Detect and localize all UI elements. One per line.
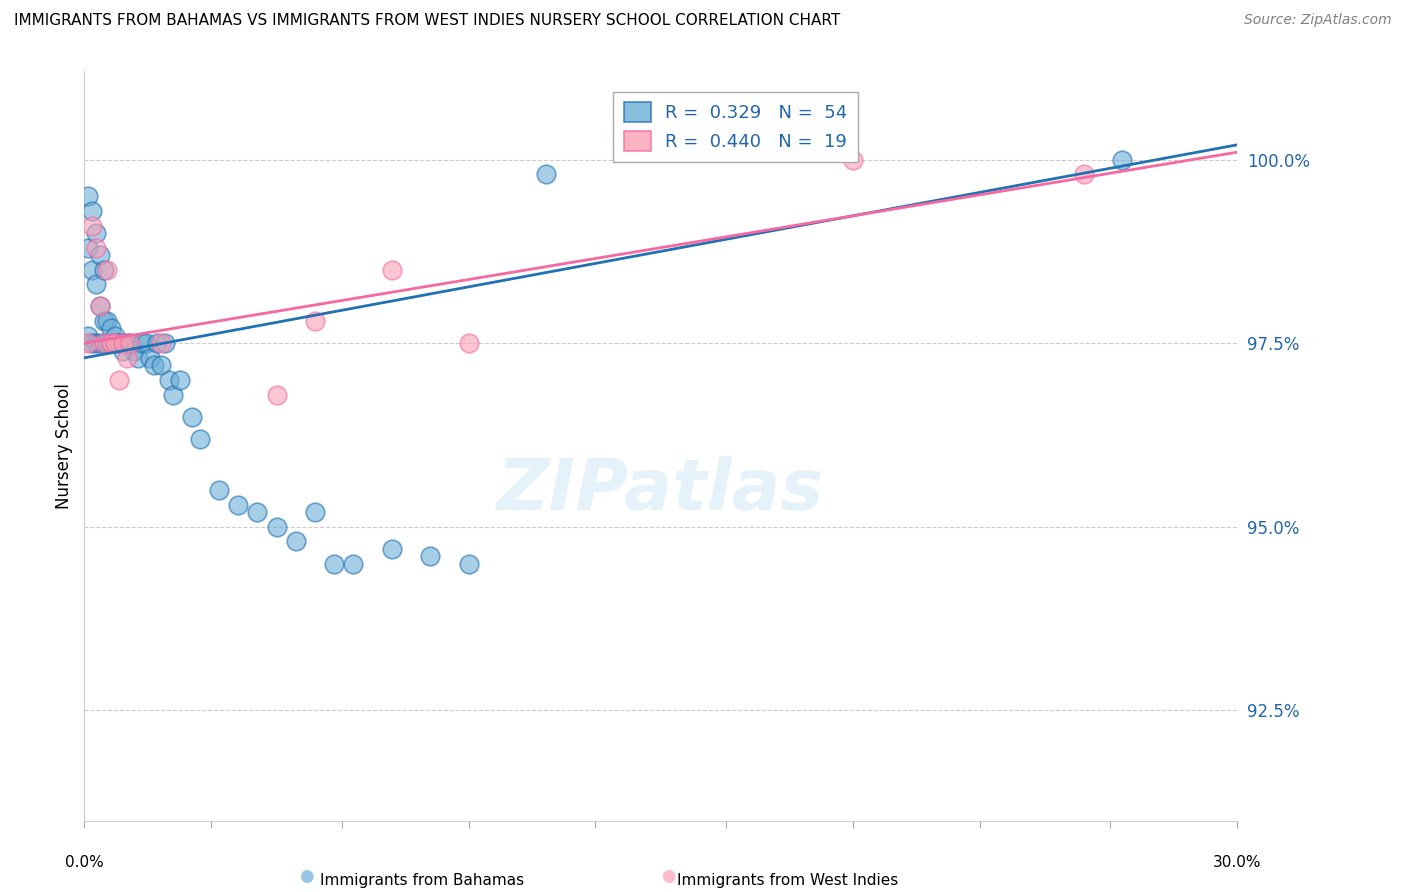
Point [131, 336, 153, 351]
Point [842, 153, 865, 167]
Point [84, 277, 107, 292]
Point [84, 241, 107, 255]
Text: Immigrants from West Indies: Immigrants from West Indies [676, 872, 898, 888]
Point [80, 219, 103, 233]
Text: IMMIGRANTS FROM BAHAMAS VS IMMIGRANTS FROM WEST INDIES NURSERY SCHOOL CORRELATIO: IMMIGRANTS FROM BAHAMAS VS IMMIGRANTS FR… [14, 13, 841, 29]
Point [77, 189, 100, 203]
Point [108, 336, 131, 351]
Point [127, 351, 149, 365]
Point [226, 498, 249, 512]
Point [104, 328, 127, 343]
Point [115, 336, 138, 351]
Point [188, 432, 211, 446]
Point [266, 520, 288, 534]
Point [89, 248, 111, 262]
Point [80, 336, 103, 351]
Point [381, 541, 404, 556]
Point [419, 549, 441, 564]
Point [1111, 153, 1133, 167]
Point [77, 241, 100, 255]
Point [138, 351, 160, 365]
Point [157, 373, 180, 387]
Point [93, 336, 115, 351]
Point [150, 336, 173, 351]
Point [323, 557, 346, 571]
Point [111, 336, 134, 351]
Point [100, 321, 122, 335]
Point [120, 336, 142, 351]
Point [93, 262, 115, 277]
Point [120, 336, 142, 351]
Point [96, 262, 118, 277]
Point [342, 557, 364, 571]
Point [89, 300, 111, 314]
Text: ZIPatlas: ZIPatlas [498, 457, 824, 525]
Point [108, 373, 131, 387]
Point [100, 336, 122, 351]
Point [534, 167, 557, 181]
Point [146, 336, 169, 351]
Point [142, 358, 165, 372]
Point [1073, 167, 1095, 181]
Text: Source: ZipAtlas.com: Source: ZipAtlas.com [1244, 13, 1392, 28]
Point [284, 534, 307, 549]
Point [457, 557, 479, 571]
Point [457, 336, 479, 351]
Text: ●: ● [299, 867, 314, 885]
Point [84, 336, 107, 351]
Point [115, 351, 138, 365]
Point [208, 483, 231, 497]
Point [304, 314, 326, 328]
Point [100, 336, 122, 351]
Point [80, 203, 103, 218]
Text: Immigrants from Bahamas: Immigrants from Bahamas [319, 872, 524, 888]
Text: 0.0%: 0.0% [65, 855, 104, 871]
Point [77, 336, 100, 351]
Point [84, 226, 107, 240]
Text: ●: ● [661, 867, 675, 885]
Point [77, 328, 100, 343]
Point [169, 373, 191, 387]
Point [304, 505, 326, 519]
Point [96, 336, 118, 351]
Point [108, 336, 131, 351]
Point [162, 387, 184, 401]
Point [181, 409, 204, 424]
Point [96, 314, 118, 328]
Point [93, 336, 115, 351]
Point [150, 358, 173, 372]
Point [111, 343, 134, 358]
Text: 30.0%: 30.0% [1213, 855, 1261, 871]
Legend: R =  0.329   N =  54, R =  0.440   N =  19: R = 0.329 N = 54, R = 0.440 N = 19 [613, 92, 859, 162]
Point [381, 262, 404, 277]
Point [93, 314, 115, 328]
Point [89, 336, 111, 351]
Point [153, 336, 176, 351]
Point [111, 336, 134, 351]
Point [135, 336, 157, 351]
Point [89, 300, 111, 314]
Y-axis label: Nursery School: Nursery School [55, 383, 73, 509]
Point [80, 262, 103, 277]
Point [104, 336, 127, 351]
Point [246, 505, 269, 519]
Point [266, 387, 288, 401]
Point [124, 343, 146, 358]
Point [104, 336, 127, 351]
